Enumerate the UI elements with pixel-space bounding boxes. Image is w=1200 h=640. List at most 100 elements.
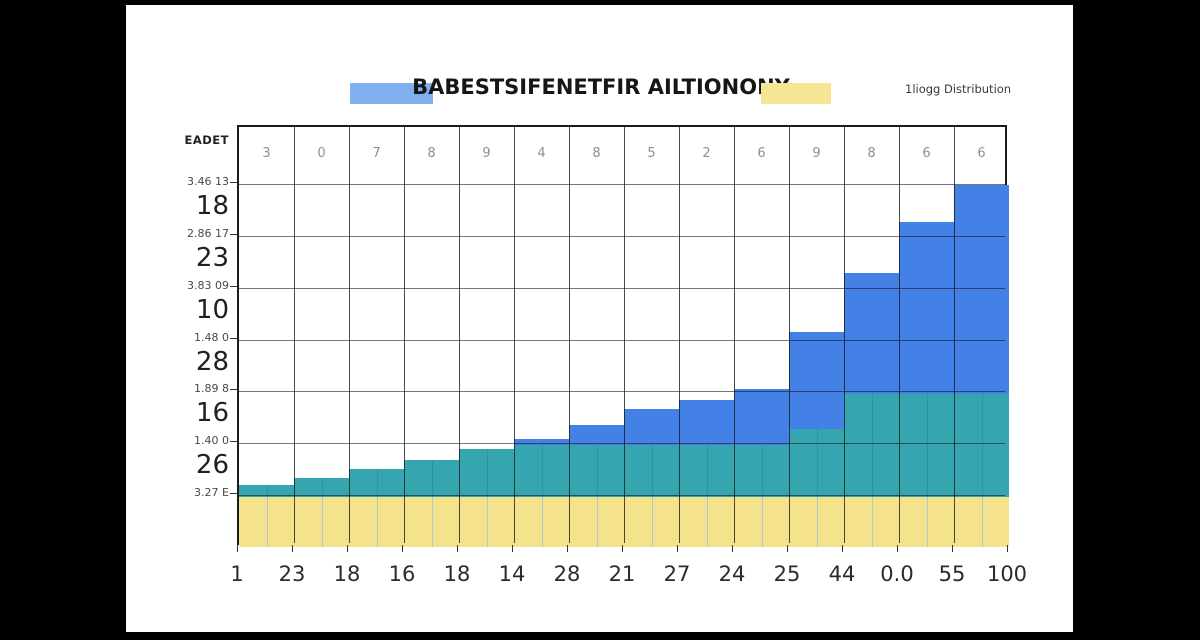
chart-title: BABESTSIFENETFIR AILTIONONY [412, 75, 790, 99]
y-axis-minor-label: 3.46 13 [187, 175, 229, 188]
column-mid-line-teal [761, 444, 763, 498]
x-axis-tick [292, 545, 293, 552]
column-mid-line-yellow [486, 497, 488, 547]
column-header-digit: 6 [922, 146, 931, 161]
column-header-digit: 6 [977, 146, 986, 161]
x-axis-label: 23 [278, 562, 306, 586]
y-axis-major-label: 26 [195, 450, 229, 481]
grid-line-vertical [789, 127, 790, 543]
grid-line-horizontal [239, 443, 1005, 445]
y-axis-tick [230, 493, 237, 495]
column-mid-line-yellow [541, 497, 543, 547]
column-mid-line-teal [871, 394, 873, 498]
grid-line-vertical [844, 127, 845, 543]
x-axis-label: 44 [828, 562, 856, 586]
x-axis-tick [842, 545, 843, 552]
legend-right-label: 1liogg Distribution [905, 82, 1012, 96]
column-mid-line-yellow [706, 497, 708, 547]
bar-segment-teal-band [844, 394, 899, 498]
y-axis-corner-label: EADET [184, 133, 229, 147]
column-mid-line-teal [541, 444, 543, 498]
bar-segment-teal-band [789, 428, 844, 498]
x-axis-label: 18 [333, 562, 361, 586]
x-axis-tick [347, 545, 348, 552]
x-axis-tick [1007, 545, 1008, 552]
column-header-digit: 5 [647, 146, 656, 161]
grid-line-vertical [624, 127, 625, 543]
bar-segment-blue-bars [789, 331, 844, 429]
bar-segment-teal-band [459, 448, 514, 498]
x-axis-tick [237, 545, 238, 552]
grid-line-vertical [404, 127, 405, 543]
column-header-digit: 8 [427, 146, 436, 161]
grid-line-vertical [294, 127, 295, 543]
bar-segment-teal-band [569, 444, 624, 498]
column-mid-line-yellow [596, 497, 598, 547]
grid-line-horizontal [239, 391, 1005, 393]
x-axis-tick [952, 545, 953, 552]
column-mid-line-yellow [816, 497, 818, 547]
column-mid-line-teal [981, 394, 983, 498]
grid-line-vertical [899, 127, 900, 543]
bar-segment-blue-bars [624, 409, 679, 445]
bar-segment-blue-bars [844, 273, 899, 394]
y-axis-major-label: 10 [195, 294, 229, 325]
y-axis-minor-label: 1.89 8 [194, 382, 229, 396]
grid-line-horizontal [239, 339, 1005, 341]
column-mid-line-yellow [431, 497, 433, 547]
bar-segment-teal-band [404, 459, 459, 498]
grid-line-vertical [349, 127, 350, 543]
x-axis-tick [402, 545, 403, 552]
x-axis-tick [787, 545, 788, 552]
column-mid-line-yellow [321, 497, 323, 547]
column-header-digit: 9 [482, 146, 491, 161]
column-mid-line-teal [706, 444, 708, 498]
bar-segment-blue-bars [514, 439, 569, 445]
bar-segment-blue-bars [899, 221, 954, 394]
grid-line-vertical [734, 127, 735, 543]
x-axis-label: 14 [498, 562, 526, 586]
y-axis-tick [230, 389, 237, 391]
column-header-digit: 6 [757, 146, 766, 161]
grid-line-vertical [569, 127, 570, 543]
bar-segment-teal-band [349, 469, 404, 498]
plot-area: 3 0 7 8 9 4 8 5 2 6 9 8 6 6 [237, 125, 1009, 547]
y-axis-minor-label: 3.27 E [194, 486, 229, 500]
bar-segment-blue-bars [679, 400, 734, 445]
x-axis-label: 16 [388, 562, 416, 586]
y-axis-tick [230, 182, 237, 183]
y-axis-tick [230, 337, 237, 339]
column-mid-line-teal [926, 394, 928, 498]
column-mid-line-teal [596, 444, 598, 498]
y-axis-major-label: 16 [195, 398, 229, 429]
bar-segment-teal-band [679, 444, 734, 498]
bar-segment-teal-band [514, 444, 569, 498]
bar-segment-teal-band [294, 478, 349, 498]
x-axis-label: 21 [608, 562, 636, 586]
x-axis-label: 18 [443, 562, 471, 586]
column-header-digit: 8 [867, 146, 876, 161]
chart-card: BABESTSIFENETFIR AILTIONONY 1liogg Distr… [126, 5, 1073, 632]
grid-line-vertical [679, 127, 680, 543]
legend-swatch-blue [350, 83, 433, 104]
bar-segment-blue-bars [734, 388, 789, 445]
column-mid-line-yellow [651, 497, 653, 547]
x-axis-tick [512, 545, 513, 552]
bar-segment-teal-band [899, 394, 954, 498]
grid-line-horizontal [239, 495, 1005, 497]
y-axis-minor-label: 1.48 0 [194, 330, 229, 344]
x-axis-tick [897, 545, 898, 552]
column-mid-line-teal [431, 459, 433, 498]
column-header-digit: 3 [262, 146, 271, 161]
column-mid-line-teal [321, 478, 323, 498]
y-axis-minor-label: 1.40 0 [194, 434, 229, 448]
column-header-digit: 2 [702, 146, 711, 161]
bar-segment-teal-band [734, 444, 789, 498]
column-mid-line-teal [651, 444, 653, 498]
x-axis-label: 1 [230, 562, 244, 586]
column-mid-line-yellow [761, 497, 763, 547]
x-axis-label: 25 [773, 562, 801, 586]
bar-segment-blue-bars [569, 425, 624, 445]
column-mid-line-teal [376, 469, 378, 498]
